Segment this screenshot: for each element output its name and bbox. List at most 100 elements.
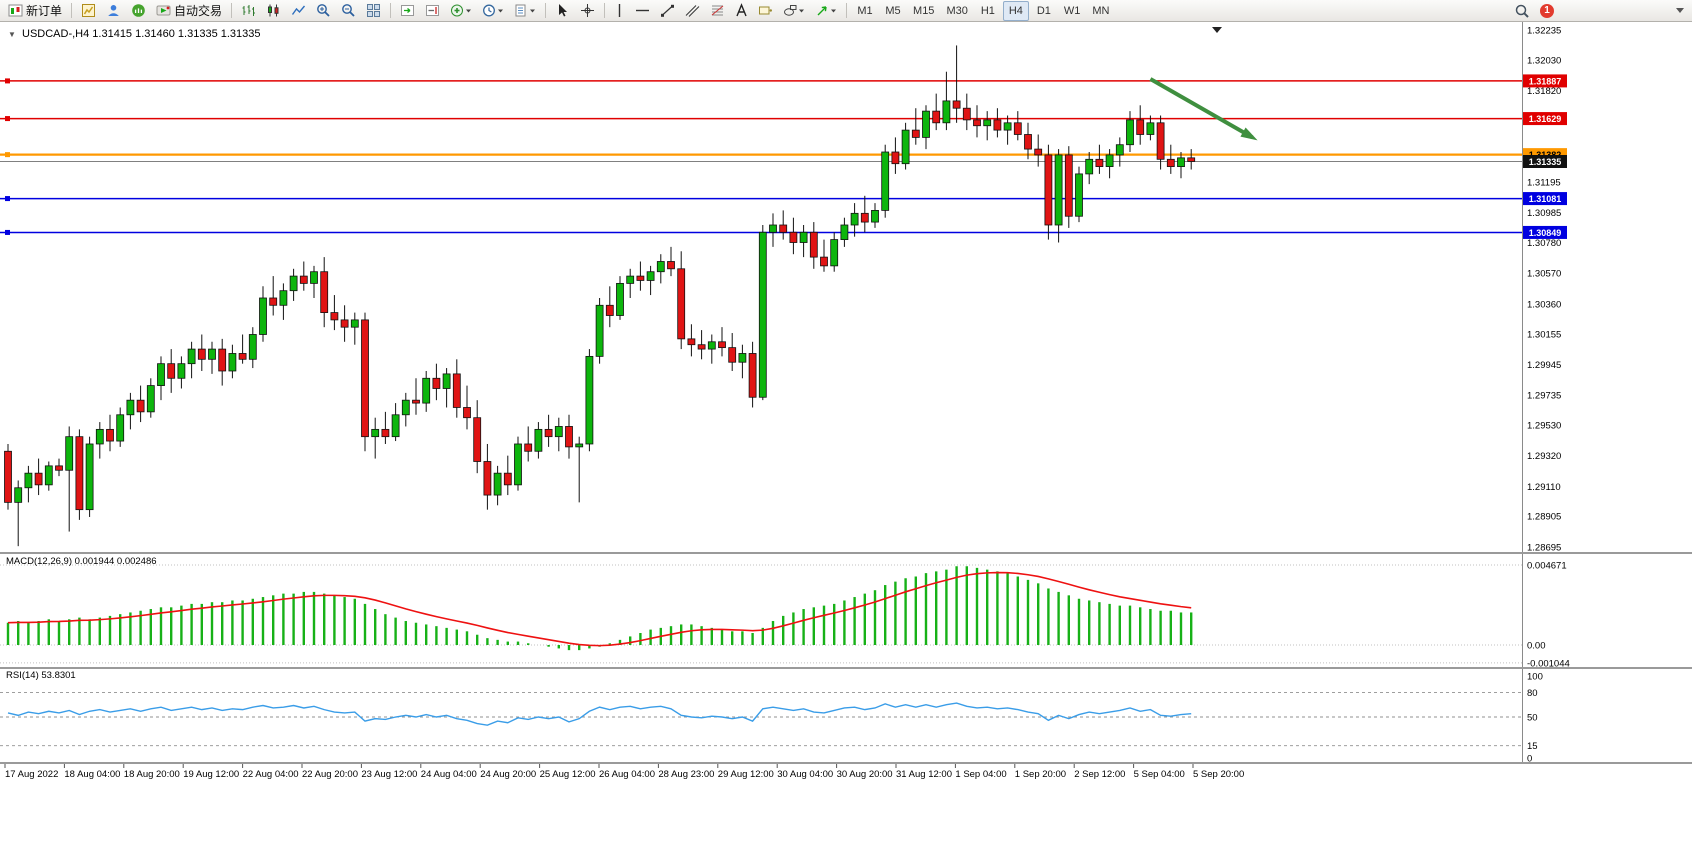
periods-button[interactable] <box>478 1 508 21</box>
channel-tool-button[interactable] <box>681 1 704 21</box>
templates-button[interactable] <box>510 1 540 21</box>
vertical-line-icon <box>614 3 625 18</box>
svg-text:24 Aug 04:00: 24 Aug 04:00 <box>421 769 477 780</box>
svg-text:5 Sep 04:00: 5 Sep 04:00 <box>1134 769 1185 780</box>
timeframe-buttons-group: M1 M5 M15 M30 H1 H4 D1 W1 MN <box>852 0 1114 21</box>
horizontal-line-icon <box>635 3 650 18</box>
svg-text:18 Aug 04:00: 18 Aug 04:00 <box>64 769 120 780</box>
cursor-tool-button[interactable] <box>551 1 574 21</box>
toolbar-separator <box>545 3 547 18</box>
timeframe-M15-button[interactable]: M15 <box>913 4 935 17</box>
clock-icon <box>482 3 504 18</box>
horizontal-line-tool-button[interactable] <box>631 1 654 21</box>
svg-text:30 Aug 04:00: 30 Aug 04:00 <box>777 769 833 780</box>
svg-text:0.004671: 0.004671 <box>1527 561 1567 572</box>
svg-text:30 Aug 20:00: 30 Aug 20:00 <box>837 769 893 780</box>
toolbar-separator <box>846 3 848 18</box>
new-order-label: 新订单 <box>26 4 63 18</box>
zoom-in-button[interactable] <box>312 1 335 21</box>
fibonacci-icon <box>710 3 725 18</box>
svg-text:1.32235: 1.32235 <box>1527 26 1561 37</box>
toolbar-separator <box>231 3 233 18</box>
panel-separators[interactable] <box>0 22 1692 764</box>
toolbar-separator <box>390 3 392 18</box>
svg-text:80: 80 <box>1527 688 1538 699</box>
rsi-panel: RSI(14) 53.8301 <box>0 670 1522 747</box>
timeframe-W1-button[interactable]: W1 <box>1063 4 1081 17</box>
zoom-in-icon <box>316 3 331 18</box>
svg-text:0: 0 <box>1527 754 1532 765</box>
svg-text:1 Sep 20:00: 1 Sep 20:00 <box>1015 769 1066 780</box>
svg-text:-0.001044: -0.001044 <box>1527 658 1570 669</box>
arrow-tool-icon <box>815 3 837 18</box>
svg-text:28 Aug 23:00: 28 Aug 23:00 <box>658 769 714 780</box>
search-button[interactable] <box>1510 1 1534 21</box>
line-chart-mode-button[interactable] <box>287 1 310 21</box>
community-button[interactable] <box>127 1 150 21</box>
new-order-icon <box>8 3 23 18</box>
auto-scroll-button[interactable] <box>396 1 419 21</box>
indicators-button[interactable] <box>446 1 476 21</box>
candlestick-mode-button[interactable] <box>262 1 285 21</box>
timeframe-M30-button[interactable]: M30 <box>946 4 968 17</box>
toolbar-separator <box>604 3 606 18</box>
bar-chart-mode-button[interactable] <box>237 1 260 21</box>
chart-shift-button[interactable] <box>421 1 444 21</box>
arrows-tool-button[interactable] <box>811 1 841 21</box>
svg-text:1.29945: 1.29945 <box>1527 360 1561 371</box>
svg-text:26 Aug 04:00: 26 Aug 04:00 <box>599 769 655 780</box>
timeframe-MN-button[interactable]: MN <box>1092 4 1110 17</box>
text-label-icon <box>758 3 773 18</box>
autotrading-button[interactable]: 自动交易 <box>152 1 226 21</box>
price-line-badges: 1.318871.316291.313821.310811.308491.313… <box>1523 74 1567 239</box>
toolbar-overflow-button[interactable] <box>1676 8 1684 13</box>
chart-canvas[interactable]: MACD(12,26,9) 0.001944 0.002486 RSI(14) … <box>0 22 1692 846</box>
zoom-out-button[interactable] <box>337 1 360 21</box>
price-horizontal-lines-layer[interactable] <box>0 78 1522 235</box>
vertical-line-tool-button[interactable] <box>610 1 629 21</box>
new-chart-icon <box>81 3 96 18</box>
community-icon <box>131 3 146 18</box>
svg-text:1.30849: 1.30849 <box>1529 228 1562 238</box>
text-tool-button[interactable] <box>731 1 752 21</box>
shapes-tool-button[interactable] <box>779 1 809 21</box>
auto-scroll-icon <box>400 3 415 18</box>
trendline-tool-button[interactable] <box>656 1 679 21</box>
chart-ohlc-title: ▼ USDCAD-,H4 1.31415 1.31460 1.31335 1.31… <box>8 27 1222 40</box>
svg-text:1.28695: 1.28695 <box>1527 542 1561 553</box>
svg-text:29 Aug 12:00: 29 Aug 12:00 <box>718 769 774 780</box>
new-order-button[interactable]: 新订单 <box>4 1 66 21</box>
zoom-out-icon <box>341 3 356 18</box>
profile-button[interactable] <box>102 1 125 21</box>
fibonacci-tool-button[interactable] <box>706 1 729 21</box>
chart-window[interactable]: MACD(12,26,9) 0.001944 0.002486 RSI(14) … <box>0 22 1692 846</box>
text-label-tool-button[interactable] <box>754 1 777 21</box>
text-tool-icon <box>735 3 748 18</box>
timeframe-H1-button[interactable]: H1 <box>980 4 995 17</box>
candlestick-layer <box>4 45 1196 547</box>
tile-windows-button[interactable] <box>362 1 385 21</box>
timeframe-M5-button[interactable]: M5 <box>885 4 901 17</box>
autotrading-icon <box>156 3 171 18</box>
main-toolbar: 新订单 自动交易 <box>0 0 1692 22</box>
notification-badge[interactable]: 1 <box>1540 3 1554 18</box>
svg-text:24 Aug 20:00: 24 Aug 20:00 <box>480 769 536 780</box>
svg-text:1.31820: 1.31820 <box>1527 86 1561 97</box>
crosshair-tool-button[interactable] <box>576 1 599 21</box>
svg-text:1.29530: 1.29530 <box>1527 420 1561 431</box>
svg-text:1.31887: 1.31887 <box>1529 76 1562 86</box>
svg-text:18 Aug 20:00: 18 Aug 20:00 <box>124 769 180 780</box>
new-chart-button[interactable] <box>77 1 100 21</box>
chart-shift-icon <box>425 3 440 18</box>
timeframe-H4-button[interactable]: H4 <box>1002 0 1029 21</box>
timeframe-M1-button[interactable]: M1 <box>857 4 873 17</box>
trend-arrow-annotation[interactable] <box>1149 77 1258 141</box>
svg-text:1.29735: 1.29735 <box>1527 391 1561 402</box>
svg-text:15: 15 <box>1527 741 1538 752</box>
timeframe-D1-button[interactable]: D1 <box>1036 4 1051 17</box>
time-axis[interactable]: 17 Aug 2022 18 Aug 04:00 18 Aug 20:00 19 Au… <box>4 764 1244 780</box>
svg-text:22 Aug 20:00: 22 Aug 20:00 <box>302 769 358 780</box>
price-scale[interactable]: 1.322351.320301.318201.316151.314051.311… <box>1527 26 1570 765</box>
svg-text:0.00: 0.00 <box>1527 641 1546 652</box>
svg-text:1.30780: 1.30780 <box>1527 238 1561 249</box>
